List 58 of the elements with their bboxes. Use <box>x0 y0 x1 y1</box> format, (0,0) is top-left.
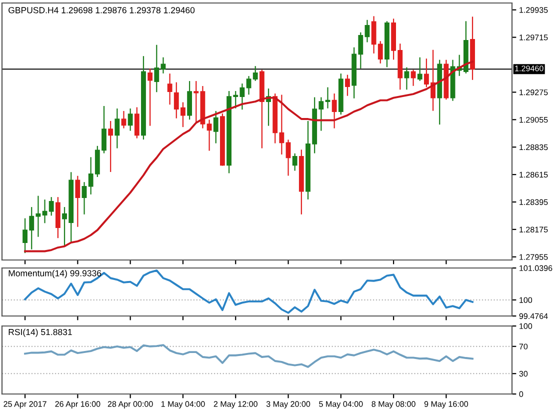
x-tick-label: 9 May 16:00 <box>424 401 468 408</box>
x-tick-label: 25 Apr 2017 <box>4 401 46 408</box>
y-tick-label: 1.29715 <box>520 34 548 40</box>
x-tick-label: 26 Apr 16:00 <box>55 401 100 408</box>
candlestick <box>167 74 172 105</box>
candlestick <box>286 140 291 176</box>
x-tick-label: 5 May 04:00 <box>319 401 363 408</box>
candlestick <box>114 108 120 148</box>
candlestick <box>128 108 133 131</box>
line-series <box>24 344 474 368</box>
y-tick-label: 100 <box>520 297 532 303</box>
candlestick <box>325 87 330 108</box>
x-tick-label: 28 Apr 00:00 <box>108 401 153 408</box>
y-tick-label: 1.28395 <box>520 199 548 205</box>
candlestick <box>121 110 126 128</box>
candlestick <box>206 120 212 151</box>
candlestick <box>187 81 192 120</box>
x-tick-label: 8 May 08:00 <box>372 401 416 408</box>
y-tick-label: 1.29055 <box>520 116 548 123</box>
chart-title: GBPUSD.H4 1.29698 1.29876 1.29378 1.29460 <box>8 7 195 14</box>
candlestick <box>134 107 140 138</box>
x-tick-label: 3 May 20:00 <box>266 401 310 408</box>
candlestick <box>246 76 252 95</box>
y-tick-label: 1.28175 <box>520 226 548 232</box>
candlestick <box>82 182 87 214</box>
chart-title: Momentum(14) 99.9336 <box>8 270 102 278</box>
candlestick <box>148 68 153 126</box>
y-tick-label: 100 <box>520 323 532 329</box>
candlestick <box>417 57 422 81</box>
candlestick <box>345 74 350 96</box>
candlestick <box>213 110 218 144</box>
chart-title: RSI(14) 51.8831 <box>8 328 72 337</box>
y-tick-label: 1.27955 <box>520 254 548 260</box>
candlestick <box>108 120 114 172</box>
y-tick-label: 30 <box>519 370 528 377</box>
candlestick <box>332 94 337 128</box>
y-tick-label: 70 <box>519 344 528 350</box>
y-tick-label: 1.29935 <box>520 7 548 13</box>
candlestick <box>292 153 298 171</box>
candlestick <box>194 81 199 122</box>
candlestick <box>154 44 160 92</box>
candlestick <box>75 176 80 227</box>
y-tick-label: 1.28835 <box>520 144 548 150</box>
ref-line-label: 1.29460 <box>515 66 544 72</box>
y-tick-label: 1.29275 <box>520 89 548 96</box>
candlestick <box>404 67 410 90</box>
candlestick <box>364 20 370 42</box>
y-tick-label: 1.28615 <box>520 172 548 178</box>
x-tick-label: 2 May 12:00 <box>214 401 258 408</box>
candlestick <box>252 66 258 81</box>
candlestick <box>48 197 54 216</box>
y-tick-label: 101.0396 <box>520 265 552 271</box>
candlestick <box>42 200 48 224</box>
x-tick-label: 1 May 04:00 <box>161 401 205 408</box>
y-tick-label: 99.4764 <box>519 313 548 319</box>
candlestick <box>160 57 166 74</box>
candlestick <box>410 70 416 86</box>
y-tick-label: 0 <box>519 391 524 397</box>
